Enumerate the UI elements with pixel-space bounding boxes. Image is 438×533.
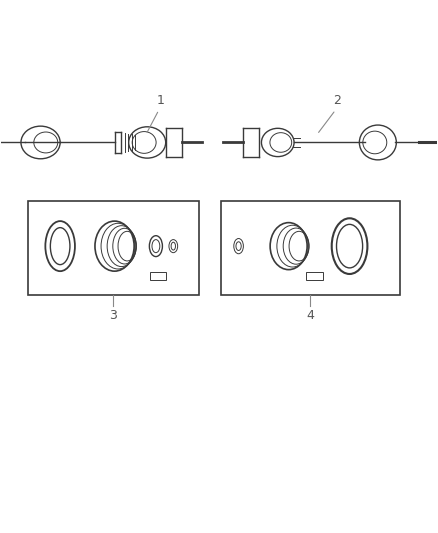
Bar xyxy=(150,272,166,280)
Bar xyxy=(221,201,399,295)
Bar xyxy=(28,201,199,295)
Text: 4: 4 xyxy=(307,309,314,322)
Text: 3: 3 xyxy=(110,309,117,322)
Text: 1: 1 xyxy=(156,94,164,107)
Bar xyxy=(307,272,323,280)
Text: 2: 2 xyxy=(333,94,341,107)
